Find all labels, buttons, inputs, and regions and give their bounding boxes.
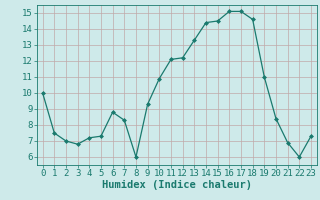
X-axis label: Humidex (Indice chaleur): Humidex (Indice chaleur) [102, 180, 252, 190]
